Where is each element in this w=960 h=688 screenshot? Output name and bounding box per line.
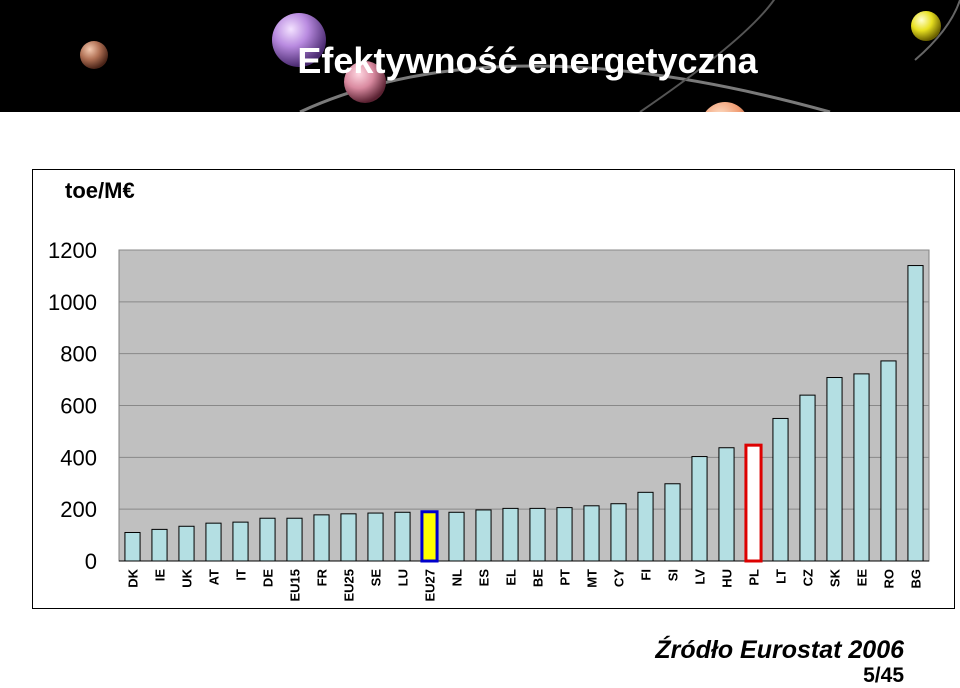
page-number: 5/45 — [863, 664, 904, 687]
x-tick-label: BG — [909, 569, 924, 589]
bar-pt — [556, 507, 573, 562]
planet-pink — [344, 61, 386, 103]
bar-chart: toe/M€ 0 200 400 600 800 1000 1200 DK IE UK AT IT DE E… — [48, 178, 930, 602]
bar-it — [232, 521, 249, 562]
bar-eu27 — [420, 510, 439, 563]
y-tick-label: 1200 — [48, 238, 97, 263]
bar-cy — [610, 503, 627, 562]
bar-pl — [744, 443, 763, 563]
bar-se — [367, 512, 384, 562]
y-tick-label: 400 — [60, 445, 97, 470]
bar-hu — [718, 447, 735, 562]
x-tick-label: CZ — [801, 569, 816, 586]
bar-dk — [124, 531, 141, 562]
bar-ee — [853, 373, 870, 562]
bar-si — [664, 483, 681, 562]
x-tick-label: FR — [315, 568, 330, 586]
space-background — [80, 0, 960, 112]
y-tick-label: 200 — [60, 497, 97, 522]
x-tick-label: PT — [558, 569, 573, 586]
bar-es — [475, 509, 492, 562]
bar-sk — [826, 377, 843, 562]
bar-el — [502, 507, 519, 562]
x-tick-label: DK — [126, 568, 141, 587]
bar-lu — [394, 511, 411, 562]
x-tick-label: AT — [207, 569, 222, 585]
bar-fr — [313, 514, 330, 562]
bar-eu25 — [340, 513, 357, 562]
x-tick-label: NL — [450, 569, 465, 586]
bar-ie — [151, 528, 168, 562]
bar-bg — [907, 265, 924, 562]
x-tick-label: EL — [504, 569, 519, 586]
planet-orange — [705, 102, 745, 112]
y-tick-label: 1000 — [48, 290, 97, 315]
unit-label: toe/M€ — [65, 178, 135, 203]
slide-header: Efektywność energetyczna — [0, 0, 960, 112]
x-tick-label: RO — [882, 569, 897, 589]
x-tick-label: SI — [666, 569, 681, 581]
x-tick-label: ES — [477, 569, 492, 587]
x-tick-label: SK — [828, 568, 843, 587]
x-tick-label: LT — [774, 569, 789, 584]
x-tick-label: BE — [531, 569, 546, 587]
orbit-arc-3 — [914, 0, 960, 61]
x-tick-label: DE — [261, 569, 276, 587]
y-tick-label: 0 — [85, 549, 97, 574]
bar-eu15 — [286, 517, 303, 562]
x-tick-label: EU27 — [423, 569, 438, 602]
x-tick-label: IE — [153, 569, 168, 582]
planet-purple — [272, 13, 326, 67]
y-tick-label: 600 — [60, 394, 97, 419]
bar-mt — [583, 505, 600, 562]
y-tick-label: 800 — [60, 342, 97, 367]
x-tick-label: HU — [720, 569, 735, 588]
bar-lv — [691, 456, 708, 562]
bar-at — [205, 522, 222, 562]
bar-ro — [880, 360, 897, 562]
x-tick-label: EE — [855, 569, 870, 587]
bar-nl — [448, 511, 465, 562]
x-tick-label: EU15 — [288, 569, 303, 602]
x-tick-label: CY — [612, 569, 627, 587]
chart-frame: toe/M€ 0 200 400 600 800 1000 1200 DK IE UK AT IT DE E… — [32, 169, 955, 609]
bar-cz — [799, 394, 816, 562]
x-tick-label: LU — [396, 569, 411, 586]
bar-be — [529, 507, 546, 562]
bar-uk — [178, 525, 195, 562]
x-tick-label: SE — [369, 569, 384, 587]
bar-fi — [637, 491, 654, 562]
slide-title: Efektywność energetyczna — [297, 40, 758, 81]
bar-lt — [772, 417, 789, 562]
x-tick-label: EU25 — [342, 569, 357, 602]
planet-brown — [80, 41, 108, 69]
x-tick-label: PL — [747, 569, 762, 586]
source-note: Źródło Eurostat 2006 — [655, 636, 904, 664]
x-tick-label: MT — [585, 569, 600, 588]
x-tick-label: IT — [234, 569, 249, 581]
planet-yellow — [911, 11, 941, 41]
x-tick-label: LV — [693, 569, 708, 585]
x-tick-label: UK — [180, 568, 195, 587]
bar-de — [259, 517, 276, 562]
orbit-arc-2 — [639, 0, 776, 112]
x-tick-label: FI — [639, 569, 654, 581]
